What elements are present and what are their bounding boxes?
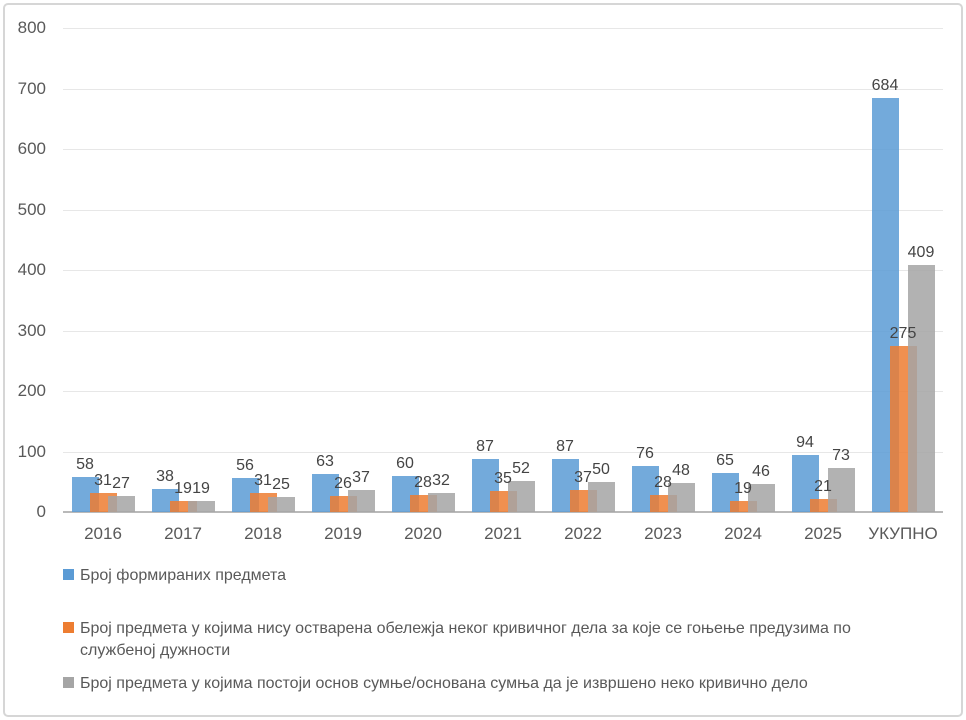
x-axis-label: 2019 — [324, 524, 362, 543]
legend-item-grounds-for-suspicion: Број предмета у којима постоји основ сум… — [63, 673, 808, 695]
x-axis-label: 2024 — [724, 524, 762, 543]
y-tick-label: 800 — [17, 18, 46, 37]
data-label: 275 — [889, 324, 917, 342]
bar — [587, 481, 615, 512]
data-label: 56 — [236, 457, 254, 475]
data-label: 31 — [94, 472, 112, 490]
data-label: 87 — [556, 438, 574, 456]
data-label: 32 — [432, 471, 450, 489]
data-label: 35 — [494, 469, 512, 487]
x-axis-line — [63, 511, 943, 513]
bar — [667, 482, 695, 512]
x-axis-label: 2017 — [164, 524, 202, 543]
data-label: 27 — [112, 474, 130, 492]
y-tick-label: 0 — [36, 502, 46, 521]
bar — [169, 500, 197, 512]
x-axis-label: УКУПНО — [868, 524, 938, 543]
legend-item-formed-cases: Број формираних предмета — [63, 565, 286, 587]
gridline — [63, 28, 943, 29]
y-tick-label: 300 — [17, 320, 46, 340]
bar — [747, 484, 775, 512]
data-label: 60 — [396, 454, 414, 472]
data-label: 409 — [907, 243, 935, 261]
data-label: 76 — [636, 445, 654, 463]
data-label: 38 — [156, 468, 174, 485]
legend-label: Број предмета у којима нису остварена об… — [80, 620, 851, 659]
data-label: 31 — [254, 472, 272, 490]
x-axis-label: 2018 — [244, 524, 282, 543]
x-axis-label: 2025 — [804, 524, 842, 543]
x-axis-label: 2022 — [564, 524, 602, 543]
bar — [827, 467, 855, 512]
x-axis-label: 2021 — [484, 524, 522, 543]
legend-item-no-crime-elements: Број предмета у којима нису остварена об… — [63, 618, 928, 662]
data-label: 87 — [476, 438, 494, 456]
bar — [427, 492, 455, 512]
y-tick-label: 500 — [17, 199, 46, 219]
x-axis-label: 2016 — [84, 524, 122, 543]
bar — [907, 264, 935, 512]
data-label: 28 — [654, 474, 672, 492]
data-label: 48 — [672, 461, 690, 479]
data-label: 19 — [174, 479, 192, 497]
data-label: 26 — [334, 475, 352, 493]
gridline — [63, 88, 943, 90]
data-label: 65 — [716, 451, 734, 469]
legend-swatch-blue — [63, 569, 74, 580]
y-tick-label: 200 — [17, 381, 46, 400]
gridline — [63, 451, 943, 453]
y-tick-label: 400 — [17, 260, 46, 279]
data-label: 63 — [316, 452, 334, 470]
bar — [507, 480, 535, 512]
gridline — [63, 330, 943, 332]
gridline — [63, 149, 943, 150]
data-label: 28 — [414, 474, 432, 492]
bar — [107, 495, 135, 512]
data-label: 19 — [192, 479, 210, 497]
data-label: 52 — [512, 459, 530, 477]
legend-swatch-gray — [63, 677, 74, 688]
data-label: 25 — [272, 475, 290, 493]
data-label: 19 — [734, 479, 752, 497]
data-label: 37 — [574, 468, 592, 486]
bar — [729, 500, 757, 512]
data-label: 684 — [871, 77, 899, 95]
x-axis-label: 2023 — [644, 524, 682, 543]
data-label: 37 — [352, 468, 370, 486]
data-label: 50 — [592, 460, 610, 478]
data-label: 73 — [832, 446, 850, 464]
gridline — [63, 209, 943, 211]
bar — [267, 496, 295, 512]
data-label: 21 — [814, 478, 832, 496]
data-label: 58 — [76, 455, 94, 473]
bar — [187, 500, 215, 512]
data-label: 46 — [752, 463, 770, 481]
legend-swatch-orange — [63, 622, 74, 633]
chart-frame — [3, 3, 963, 717]
bar — [347, 489, 375, 512]
legend-label: Број предмета у којима постоји основ сум… — [80, 675, 808, 692]
legend-label: Број формираних предмета — [80, 567, 287, 584]
y-tick-label: 700 — [17, 78, 46, 98]
y-tick-label: 100 — [17, 441, 46, 461]
gridline — [63, 391, 943, 392]
y-tick-label: 600 — [17, 139, 46, 158]
gridline — [63, 270, 943, 271]
x-axis-label: 2020 — [404, 524, 442, 543]
data-label: 94 — [796, 434, 814, 452]
